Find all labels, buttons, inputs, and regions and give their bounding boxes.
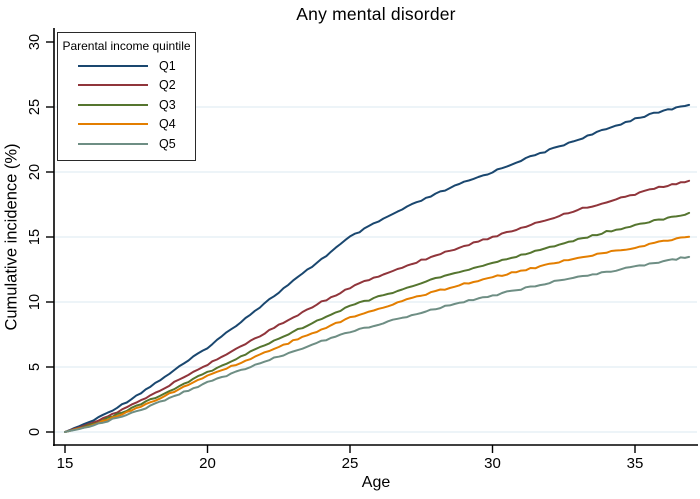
legend-swatch-q4-icon xyxy=(78,123,148,126)
legend-swatch-q5-icon xyxy=(78,142,148,145)
series-line-q5 xyxy=(64,255,691,433)
series-line-q3 xyxy=(64,211,691,433)
y-tick-label-15: 15 xyxy=(27,229,43,245)
y-tick-label-10: 10 xyxy=(27,294,43,310)
chart-title: Any mental disorder xyxy=(296,4,456,24)
series-line-q4 xyxy=(64,235,691,433)
legend-label-q3: Q3 xyxy=(159,97,176,112)
legend-title: Parental income quintile xyxy=(62,39,191,53)
x-tick-label-35: 35 xyxy=(627,455,644,472)
x-axis-label: Age xyxy=(361,474,391,491)
legend-item-q5: Q5 xyxy=(58,134,195,154)
y-tick-label-20: 20 xyxy=(27,164,43,180)
legend-item-q1: Q1 xyxy=(58,56,195,76)
y-tick-label-25: 25 xyxy=(27,99,43,115)
legend-label-q1: Q1 xyxy=(159,58,176,73)
legend-label-q2: Q2 xyxy=(159,78,176,93)
legend-items: Q1 Q2 Q3 Q4 Q5 xyxy=(58,56,195,154)
x-tick-label-20: 20 xyxy=(199,455,216,472)
legend-label-q5: Q5 xyxy=(159,136,176,151)
x-tick-label-25: 25 xyxy=(342,455,359,472)
y-tick-label-0: 0 xyxy=(27,428,43,436)
series-line-q2 xyxy=(64,179,691,433)
legend-swatch-q2-icon xyxy=(78,84,148,87)
y-tick-label-5: 5 xyxy=(27,363,43,371)
x-tick-label-30: 30 xyxy=(484,455,501,472)
legend: Parental income quintile Q1 Q2 Q3 Q4 Q5 xyxy=(57,32,196,161)
legend-swatch-q3-icon xyxy=(78,103,148,106)
y-tick-label-30: 30 xyxy=(27,34,43,50)
legend-item-q3: Q3 xyxy=(58,95,195,115)
legend-item-q4: Q4 xyxy=(58,115,195,135)
legend-item-q2: Q2 xyxy=(58,76,195,96)
series-line-q1 xyxy=(64,103,691,433)
legend-label-q4: Q4 xyxy=(159,117,176,132)
legend-swatch-q1-icon xyxy=(78,64,148,67)
x-tick-label-15: 15 xyxy=(57,455,74,472)
